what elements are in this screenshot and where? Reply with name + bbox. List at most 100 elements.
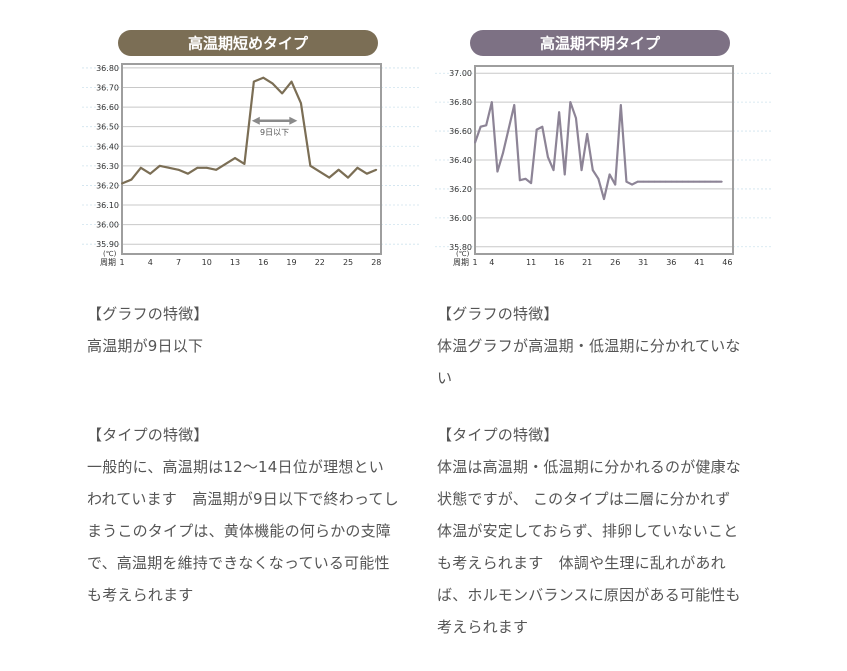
x-tick-label: 26: [610, 258, 620, 267]
graph-feature-heading: 【グラフの特徴】: [87, 305, 209, 323]
data-point: [375, 168, 378, 171]
data-point: [158, 164, 161, 167]
unclear-high-temp-chart: 高温期不明タイプ 37.00 36.80 36.60 36.40 36.20 36.00 3…: [435, 28, 773, 278]
y-tick-label: 36.40: [449, 156, 472, 165]
data-point: [659, 180, 661, 183]
x-tick-label: 1: [472, 258, 477, 267]
data-point: [614, 183, 617, 186]
y-tick-label: 36.10: [96, 201, 119, 210]
y-tick-label: 36.30: [96, 162, 119, 171]
data-point: [262, 76, 265, 79]
y-tick-label: 35.80: [449, 243, 472, 252]
data-point: [290, 80, 293, 83]
annotation-arrow-right-head: [289, 116, 298, 125]
data-point: [530, 182, 532, 185]
y-tick-label: 36.50: [96, 123, 119, 132]
cycle-label: 周期: [453, 258, 469, 267]
data-point: [676, 180, 678, 183]
data-point: [139, 166, 142, 169]
data-point: [490, 101, 493, 104]
x-tick-label: 16: [258, 258, 268, 267]
x-tick-label: 19: [286, 258, 296, 267]
left-description: 【グラフの特徴】 高温期が9日以下 【タイプの特徴】 一般的に、高温期は12～1…: [87, 298, 417, 611]
data-point: [647, 180, 650, 183]
data-point: [300, 102, 302, 105]
data-point: [575, 117, 577, 119]
data-point: [474, 141, 476, 144]
y-tick-label: 36.80: [449, 98, 472, 107]
data-point: [252, 80, 255, 83]
short-high-temp-chart: 高温期短めタイプ 36.80 36.70 36.60 36.50 36.40 36.30 3…: [82, 28, 421, 278]
graph-feature-text: 高温期が9日以下: [87, 337, 204, 355]
data-point: [547, 156, 549, 159]
x-tick-label: 4: [489, 258, 494, 267]
data-point: [281, 92, 284, 95]
data-point: [670, 180, 673, 183]
data-point: [591, 169, 594, 172]
data-point: [653, 180, 656, 183]
graph-feature-heading: 【グラフの特徴】: [437, 305, 559, 323]
y-tick-label: 36.80: [96, 64, 119, 73]
annotation-arrow-left-head: [251, 116, 260, 125]
data-point: [121, 182, 123, 185]
type-feature-line: まうこのタイプは、黄体機能の何らかの支障: [87, 522, 392, 540]
y-tick-label: 36.00: [449, 214, 472, 223]
data-point: [205, 166, 208, 169]
data-point: [709, 180, 712, 183]
data-point: [558, 111, 561, 114]
plot-frame: [474, 65, 734, 255]
data-point: [524, 177, 527, 180]
data-point: [187, 172, 189, 175]
temperature-series-line: [473, 101, 722, 201]
data-point: [196, 166, 199, 169]
y-tick-label: 36.40: [96, 142, 119, 151]
type-feature-line: 一般的に、高温期は12～14日位が理想とい: [87, 458, 384, 476]
graph-feature-line: い: [437, 369, 453, 387]
y-tick-label: 36.60: [96, 103, 119, 112]
data-point: [356, 166, 359, 169]
data-point: [642, 180, 645, 183]
type-feature-heading: 【タイプの特徴】: [437, 426, 559, 444]
temperature-series-line: [121, 76, 377, 185]
x-tick-label: 11: [526, 258, 536, 267]
data-point: [479, 125, 482, 128]
type-feature-line: も考えられます 体調や生理に乱れがあれ: [437, 554, 726, 572]
chart-title: 高温期不明タイプ: [540, 35, 661, 53]
x-tick-label: 46: [722, 258, 732, 267]
type-feature-line: 体温は高温期・低温期に分かれるのが健康な: [437, 458, 742, 476]
data-point: [552, 169, 555, 172]
x-tick-label: 22: [315, 258, 325, 267]
data-point: [625, 180, 628, 183]
data-point: [535, 128, 538, 131]
type-feature-line: 考えられます: [437, 618, 529, 636]
data-point: [513, 104, 516, 106]
data-point: [271, 82, 274, 85]
data-point: [563, 173, 566, 176]
annotation-label: 9日以下: [260, 128, 289, 137]
data-point: [569, 101, 572, 104]
cycle-label: 周期: [100, 258, 116, 267]
data-point: [586, 133, 589, 135]
data-point: [347, 176, 349, 179]
x-tick-label: 16: [554, 258, 564, 267]
chart-title: 高温期短めタイプ: [188, 35, 309, 53]
unit-label: (℃): [103, 250, 117, 258]
x-tick-label: 41: [694, 258, 704, 267]
short-high-temp-chart-svg: 高温期短めタイプ 36.80 36.70 36.60 36.50 36.40 36.30 3…: [82, 30, 421, 267]
data-point: [692, 180, 695, 183]
type-feature-line: 状態ですが、 このタイプは二層に分かれず: [437, 490, 731, 508]
data-point: [704, 180, 706, 183]
data-point: [215, 168, 218, 171]
data-point: [664, 180, 667, 183]
data-point: [485, 124, 488, 127]
data-point: [318, 170, 321, 173]
chart-title-pill: [118, 30, 378, 56]
data-point: [541, 125, 544, 128]
x-tick-label: 13: [230, 258, 240, 267]
data-point: [149, 172, 152, 175]
data-point: [619, 104, 622, 106]
data-point: [631, 183, 633, 186]
data-point: [496, 170, 499, 173]
data-point: [502, 151, 504, 154]
unit-label: (℃): [456, 250, 470, 258]
